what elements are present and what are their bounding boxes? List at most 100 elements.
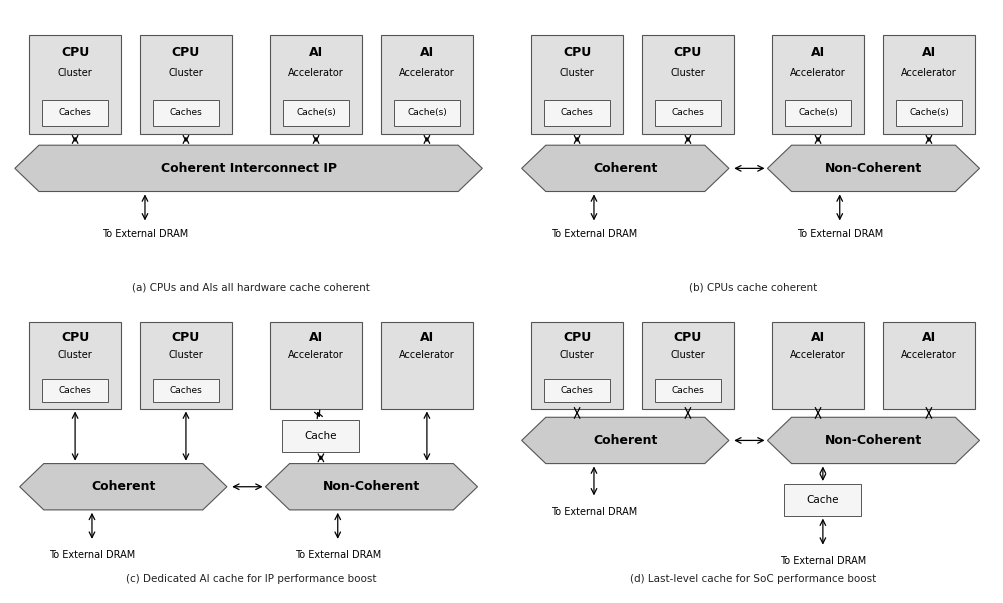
Text: Non-Coherent: Non-Coherent [323, 480, 419, 493]
FancyBboxPatch shape [42, 100, 108, 126]
FancyBboxPatch shape [883, 322, 974, 409]
Text: Caches: Caches [671, 109, 704, 118]
Text: Accelerator: Accelerator [789, 350, 846, 360]
Text: Cluster: Cluster [57, 350, 92, 360]
FancyBboxPatch shape [654, 379, 720, 402]
FancyBboxPatch shape [140, 322, 232, 409]
Text: AI: AI [810, 46, 824, 60]
FancyBboxPatch shape [531, 35, 622, 134]
Text: Accelerator: Accelerator [288, 68, 344, 78]
Text: To External DRAM: To External DRAM [779, 556, 866, 566]
Text: Cluster: Cluster [670, 350, 705, 360]
Polygon shape [766, 145, 979, 192]
Text: To External DRAM: To External DRAM [795, 229, 882, 239]
Text: Caches: Caches [170, 386, 203, 395]
Text: Cache(s): Cache(s) [406, 109, 446, 118]
Text: CPU: CPU [61, 331, 89, 344]
Text: Accelerator: Accelerator [398, 350, 454, 360]
Text: To External DRAM: To External DRAM [101, 229, 188, 239]
Text: Cache(s): Cache(s) [908, 109, 948, 118]
Text: Caches: Caches [560, 386, 593, 395]
Text: Caches: Caches [58, 109, 91, 118]
FancyBboxPatch shape [783, 484, 861, 516]
Text: CPU: CPU [172, 46, 200, 60]
FancyBboxPatch shape [544, 379, 610, 402]
FancyBboxPatch shape [381, 35, 472, 134]
Text: Coherent: Coherent [91, 480, 155, 493]
FancyBboxPatch shape [784, 100, 851, 126]
Text: To External DRAM: To External DRAM [49, 551, 135, 560]
FancyBboxPatch shape [42, 379, 108, 402]
Text: Cache: Cache [805, 495, 839, 505]
Text: Coherent: Coherent [593, 434, 657, 447]
Text: CPU: CPU [673, 331, 701, 344]
FancyBboxPatch shape [270, 322, 361, 409]
Text: CPU: CPU [563, 331, 591, 344]
FancyBboxPatch shape [152, 379, 219, 402]
Polygon shape [265, 464, 477, 510]
Text: CPU: CPU [61, 46, 89, 60]
Text: (c) Dedicated AI cache for IP performance boost: (c) Dedicated AI cache for IP performanc… [125, 575, 376, 584]
FancyBboxPatch shape [381, 322, 472, 409]
Text: Cache: Cache [304, 431, 337, 441]
FancyBboxPatch shape [270, 35, 361, 134]
Text: Accelerator: Accelerator [789, 68, 846, 78]
FancyBboxPatch shape [544, 100, 610, 126]
FancyBboxPatch shape [29, 322, 120, 409]
Text: Caches: Caches [560, 109, 593, 118]
Text: AI: AI [419, 331, 433, 344]
FancyBboxPatch shape [654, 100, 720, 126]
Text: Cluster: Cluster [559, 68, 594, 78]
Text: To External DRAM: To External DRAM [294, 551, 380, 560]
Text: Caches: Caches [170, 109, 203, 118]
Text: Accelerator: Accelerator [900, 68, 956, 78]
Text: Cache(s): Cache(s) [296, 109, 336, 118]
FancyBboxPatch shape [152, 100, 219, 126]
Text: Cluster: Cluster [559, 350, 594, 360]
FancyBboxPatch shape [282, 420, 359, 452]
Text: (a) CPUs and AIs all hardware cache coherent: (a) CPUs and AIs all hardware cache cohe… [132, 282, 369, 292]
Text: Accelerator: Accelerator [398, 68, 454, 78]
Text: AI: AI [921, 46, 935, 60]
Text: AI: AI [419, 46, 433, 60]
Text: AI: AI [309, 46, 323, 60]
Text: To External DRAM: To External DRAM [551, 229, 637, 239]
Text: Accelerator: Accelerator [288, 350, 344, 360]
Text: AI: AI [921, 331, 935, 344]
FancyBboxPatch shape [771, 35, 863, 134]
Text: CPU: CPU [172, 331, 200, 344]
Polygon shape [522, 145, 728, 192]
Text: Non-Coherent: Non-Coherent [824, 162, 921, 175]
Text: To External DRAM: To External DRAM [551, 507, 637, 517]
Text: Coherent Interconnect IP: Coherent Interconnect IP [160, 162, 336, 175]
Text: CPU: CPU [563, 46, 591, 60]
FancyBboxPatch shape [531, 322, 622, 409]
Text: Cluster: Cluster [670, 68, 705, 78]
Text: (d) Last-level cache for SoC performance boost: (d) Last-level cache for SoC performance… [629, 575, 876, 584]
Text: Accelerator: Accelerator [900, 350, 956, 360]
FancyBboxPatch shape [283, 100, 349, 126]
Text: AI: AI [309, 331, 323, 344]
Polygon shape [766, 417, 979, 464]
FancyBboxPatch shape [642, 322, 733, 409]
Text: Caches: Caches [671, 386, 704, 395]
Text: Cache(s): Cache(s) [797, 109, 838, 118]
Text: Non-Coherent: Non-Coherent [824, 434, 921, 447]
FancyBboxPatch shape [883, 35, 974, 134]
Text: Cluster: Cluster [57, 68, 92, 78]
FancyBboxPatch shape [895, 100, 961, 126]
Text: Cluster: Cluster [169, 350, 204, 360]
Text: AI: AI [810, 331, 824, 344]
Polygon shape [15, 145, 481, 192]
FancyBboxPatch shape [393, 100, 459, 126]
FancyBboxPatch shape [29, 35, 120, 134]
Text: (b) CPUs cache coherent: (b) CPUs cache coherent [688, 282, 816, 292]
FancyBboxPatch shape [140, 35, 232, 134]
FancyBboxPatch shape [642, 35, 733, 134]
Text: Cluster: Cluster [169, 68, 204, 78]
FancyBboxPatch shape [771, 322, 863, 409]
Text: Caches: Caches [58, 386, 91, 395]
Text: CPU: CPU [673, 46, 701, 60]
Polygon shape [20, 464, 227, 510]
Text: Coherent: Coherent [593, 162, 657, 175]
